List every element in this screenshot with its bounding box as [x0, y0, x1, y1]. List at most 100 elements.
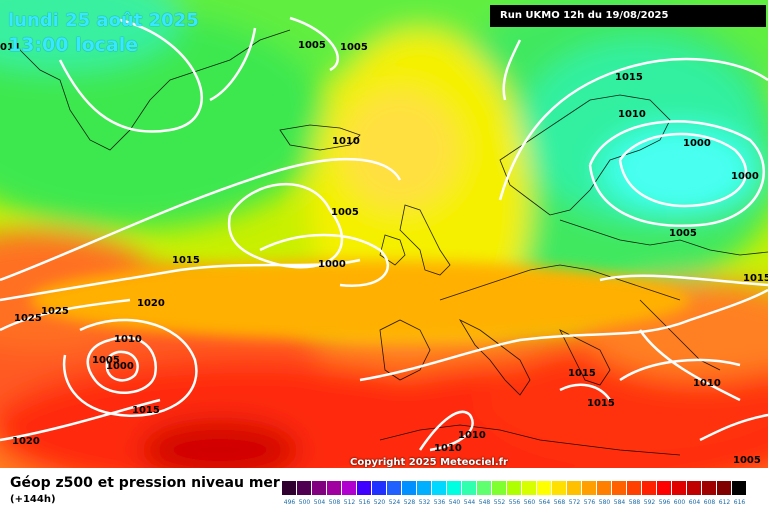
scale-swatch: [732, 481, 747, 495]
scale-label: 604: [688, 499, 701, 506]
scale-label: 536: [433, 499, 446, 506]
scale-label: 512: [343, 499, 356, 506]
scale-swatch: [657, 481, 672, 495]
isobar-label: 1005: [733, 455, 761, 466]
scale-label: 516: [358, 499, 371, 506]
isobar-label: 1000: [106, 361, 134, 372]
z500-field: 1005 1005 1015 1010 1010 1000 1000 1005 …: [0, 0, 768, 468]
isobar-label: 1015: [615, 72, 643, 83]
isobar-label: 1015: [172, 255, 200, 266]
color-scale-labels: 496 500 504 508 512 516 520 524 528 532 536 540 544 5…: [282, 499, 747, 506]
isobar-label: 1020: [137, 298, 165, 309]
scale-swatch: [582, 481, 597, 495]
forecast-date: lundi 25 août 2025: [8, 10, 199, 31]
scale-label: 560: [523, 499, 536, 506]
scale-swatch: [357, 481, 372, 495]
scale-swatch: [492, 481, 507, 495]
scale-swatch: [297, 481, 312, 495]
scale-label: 596: [658, 499, 671, 506]
isobar-label: 1010: [693, 378, 721, 389]
isobar-label: 1015: [587, 398, 615, 409]
scale-swatch: [687, 481, 702, 495]
scale-swatch: [417, 481, 432, 495]
isobars: [0, 16, 768, 452]
scale-swatch: [477, 481, 492, 495]
scale-label: 580: [598, 499, 611, 506]
scale-swatch: [327, 481, 342, 495]
scale-label: 584: [613, 499, 626, 506]
weather-map: 1005 1005 1015 1010 1010 1000 1000 1005 …: [0, 0, 768, 468]
scale-swatch: [342, 481, 357, 495]
scale-swatch: [627, 481, 642, 495]
parameter-title: Géop z500 et pression niveau mer: [10, 475, 280, 491]
isobar-label: 1005: [92, 355, 120, 366]
scale-label: 556: [508, 499, 521, 506]
scale-label: 544: [463, 499, 476, 506]
scale-label: 540: [448, 499, 461, 506]
scale-label: 600: [673, 499, 686, 506]
isobar-label: 1000: [731, 171, 759, 182]
footer-bar: Géop z500 et pression niveau mer (+144h)…: [0, 468, 768, 512]
copyright: Copyright 2025 Meteociel.fr: [350, 457, 508, 468]
isobar-label: 1020: [12, 436, 40, 447]
scale-label: 616: [733, 499, 746, 506]
scale-swatch: [537, 481, 552, 495]
isobar-label: 1015: [568, 368, 596, 379]
scale-label: 532: [418, 499, 431, 506]
scale-label: 496: [283, 499, 296, 506]
isobar-label: 1000: [683, 138, 711, 149]
scale-label: 504: [313, 499, 326, 506]
scale-label: 612: [718, 499, 731, 506]
isobar-label: 1010: [458, 430, 486, 441]
isobar-label: 1000: [318, 259, 346, 270]
scale-label: 568: [553, 499, 566, 506]
scale-swatch: [432, 481, 447, 495]
color-scale: [282, 481, 747, 495]
isobar-label: 1005: [340, 42, 368, 53]
scale-label: 524: [388, 499, 401, 506]
isobar-labels: 1005 1005 1015 1010 1010 1000 1000 1005 …: [0, 40, 768, 466]
scale-label: 572: [568, 499, 581, 506]
scale-swatch: [672, 481, 687, 495]
isobar-label: 1010: [114, 334, 142, 345]
scale-swatch: [312, 481, 327, 495]
isobar-label: 1005: [298, 40, 326, 51]
scale-label: 592: [643, 499, 656, 506]
scale-swatch: [372, 481, 387, 495]
forecast-time: 13:00 locale: [8, 34, 139, 56]
isobar-label: 1025: [14, 313, 42, 324]
scale-label: 576: [583, 499, 596, 506]
scale-swatch: [552, 481, 567, 495]
isobar-label: 1010: [332, 136, 360, 147]
scale-swatch: [567, 481, 582, 495]
scale-label: 564: [538, 499, 551, 506]
isobar-label: 1025: [41, 306, 69, 317]
scale-swatch: [717, 481, 732, 495]
isobar-label: 1010: [434, 443, 462, 454]
run-info: Run UKMO 12h du 19/08/2025: [490, 5, 766, 27]
isobar-label: 1005: [331, 207, 359, 218]
scale-label: 552: [493, 499, 506, 506]
isobar-label: 1010: [618, 109, 646, 120]
isobar-label: 1005: [669, 228, 697, 239]
scale-swatch: [387, 481, 402, 495]
scale-label: 528: [403, 499, 416, 506]
scale-swatch: [462, 481, 477, 495]
scale-label: 608: [703, 499, 716, 506]
scale-swatch: [702, 481, 717, 495]
scale-label: 500: [298, 499, 311, 506]
scale-label: 588: [628, 499, 641, 506]
scale-swatch: [282, 481, 297, 495]
isobar-label: 1015: [743, 273, 768, 284]
scale-swatch: [522, 481, 537, 495]
scale-label: 520: [373, 499, 386, 506]
forecast-range: (+144h): [10, 494, 56, 505]
scale-swatch: [402, 481, 417, 495]
isobar-label: 011: [0, 42, 21, 53]
scale-swatch: [447, 481, 462, 495]
scale-swatch: [507, 481, 522, 495]
scale-swatch: [597, 481, 612, 495]
scale-label: 508: [328, 499, 341, 506]
scale-swatch: [642, 481, 657, 495]
scale-label: 548: [478, 499, 491, 506]
